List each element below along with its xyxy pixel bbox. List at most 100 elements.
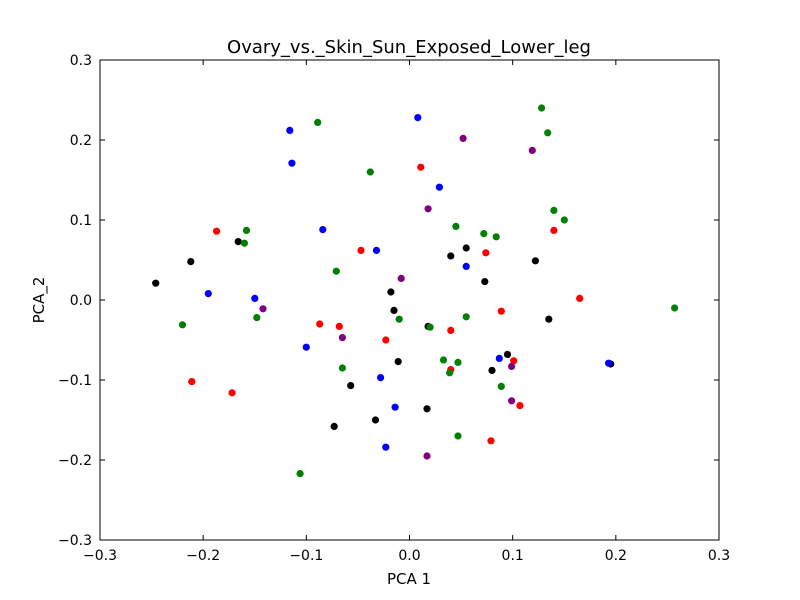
scatter-point xyxy=(387,288,395,296)
scatter-point xyxy=(447,326,455,334)
scatter-point xyxy=(152,279,160,287)
scatter-point xyxy=(426,323,434,331)
scatter-point xyxy=(488,366,496,374)
scatter-point xyxy=(414,114,422,122)
scatter-point xyxy=(347,382,355,390)
scatter-point xyxy=(417,163,425,171)
scatter-point xyxy=(338,364,346,372)
scatter-point xyxy=(462,262,470,270)
scatter-point xyxy=(423,452,431,460)
x-tick-label: −0.2 xyxy=(186,548,220,564)
scatter-point xyxy=(447,252,455,260)
scatter-point xyxy=(508,362,516,370)
scatter-point xyxy=(560,216,568,224)
scatter-point xyxy=(454,358,462,366)
scatter-point xyxy=(259,305,267,313)
scatter-point xyxy=(187,258,195,266)
chart-title: Ovary_vs._Skin_Sun_Exposed_Lower_leg xyxy=(227,37,591,58)
y-tick-label: −0.2 xyxy=(58,453,92,469)
scatter-point xyxy=(314,118,322,126)
scatter-point xyxy=(492,233,500,241)
scatter-point xyxy=(371,416,380,424)
scatter-point xyxy=(423,405,431,413)
scatter-point xyxy=(394,358,402,366)
scatter-point xyxy=(242,226,251,234)
points-layer xyxy=(152,104,679,478)
scatter-point xyxy=(454,432,462,440)
scatter-point xyxy=(391,403,399,411)
y-tick-label: −0.1 xyxy=(58,373,92,389)
scatter-point xyxy=(495,354,503,362)
scatter-point xyxy=(528,146,536,154)
scatter-point xyxy=(234,238,242,246)
scatter-point xyxy=(481,278,489,286)
ticks-layer: −0.3 −0.2 −0.1 0.0 0.1 0.2 0.3 −0.3 −0.2 −0.1 0.0 0… xyxy=(58,53,730,564)
scatter-point xyxy=(531,257,540,265)
scatter-point xyxy=(251,294,259,302)
scatter-point xyxy=(240,239,248,247)
scatter-point xyxy=(286,126,294,134)
plot-frame xyxy=(99,59,720,541)
scatter-point xyxy=(377,374,385,382)
scatter-point xyxy=(366,168,374,176)
y-tick-label: −0.3 xyxy=(58,533,92,549)
scatter-point xyxy=(508,397,516,405)
scatter-point xyxy=(288,159,296,167)
scatter-point xyxy=(544,129,552,137)
x-tick-label: 0.2 xyxy=(605,548,627,564)
scatter-point xyxy=(338,334,346,342)
x-tick-label: 0.3 xyxy=(708,548,730,564)
scatter-point xyxy=(188,378,196,386)
x-axis-label: PCA 1 xyxy=(387,570,431,588)
scatter-point xyxy=(178,321,187,329)
scatter-point xyxy=(332,267,340,275)
x-tick-label: −0.1 xyxy=(289,548,323,564)
scatter-point xyxy=(671,304,679,312)
scatter-point xyxy=(253,314,261,322)
scatter-point xyxy=(550,206,558,214)
scatter-point xyxy=(452,222,460,230)
y-tick-label: 0.2 xyxy=(70,133,92,149)
scatter-point xyxy=(605,359,613,367)
scatter-point xyxy=(545,315,553,323)
scatter-point xyxy=(576,294,584,302)
x-tick-label: −0.3 xyxy=(83,548,117,564)
scatter-point xyxy=(302,343,310,351)
scatter-point xyxy=(439,356,448,364)
scatter-point xyxy=(497,382,505,390)
scatter-point xyxy=(390,306,398,314)
scatter-point xyxy=(204,290,212,298)
scatter-point xyxy=(550,226,558,234)
y-tick-label: 0.0 xyxy=(70,293,92,309)
scatter-point xyxy=(462,313,470,321)
scatter-point xyxy=(382,336,390,344)
scatter-point xyxy=(510,357,518,365)
scatter-point xyxy=(372,246,381,254)
scatter-point xyxy=(482,249,490,257)
scatter-point xyxy=(335,322,343,330)
scatter-point xyxy=(487,437,495,445)
scatter-point xyxy=(213,227,221,235)
scatter-point xyxy=(319,226,327,234)
scatter-point xyxy=(497,307,505,315)
scatter-point xyxy=(382,443,390,451)
scatter-point xyxy=(424,205,432,213)
scatter-point xyxy=(296,470,304,478)
y-axis-label: PCA_2 xyxy=(30,277,49,324)
scatter-point xyxy=(228,389,236,397)
scatter-point xyxy=(435,183,443,191)
scatter-point xyxy=(316,320,324,328)
scatter-point xyxy=(480,230,488,238)
y-tick-label: 0.3 xyxy=(70,53,92,69)
scatter-point xyxy=(503,350,512,358)
scatter-point xyxy=(357,246,365,254)
scatter-point xyxy=(330,422,338,430)
x-tick-label: 0.1 xyxy=(502,548,524,564)
scatter-point xyxy=(446,369,454,377)
x-tick-label: 0.0 xyxy=(398,548,420,564)
scatter-point xyxy=(516,402,524,410)
scatter-point xyxy=(538,104,546,112)
y-tick-label: 0.1 xyxy=(70,213,92,229)
scatter-point xyxy=(459,134,467,142)
